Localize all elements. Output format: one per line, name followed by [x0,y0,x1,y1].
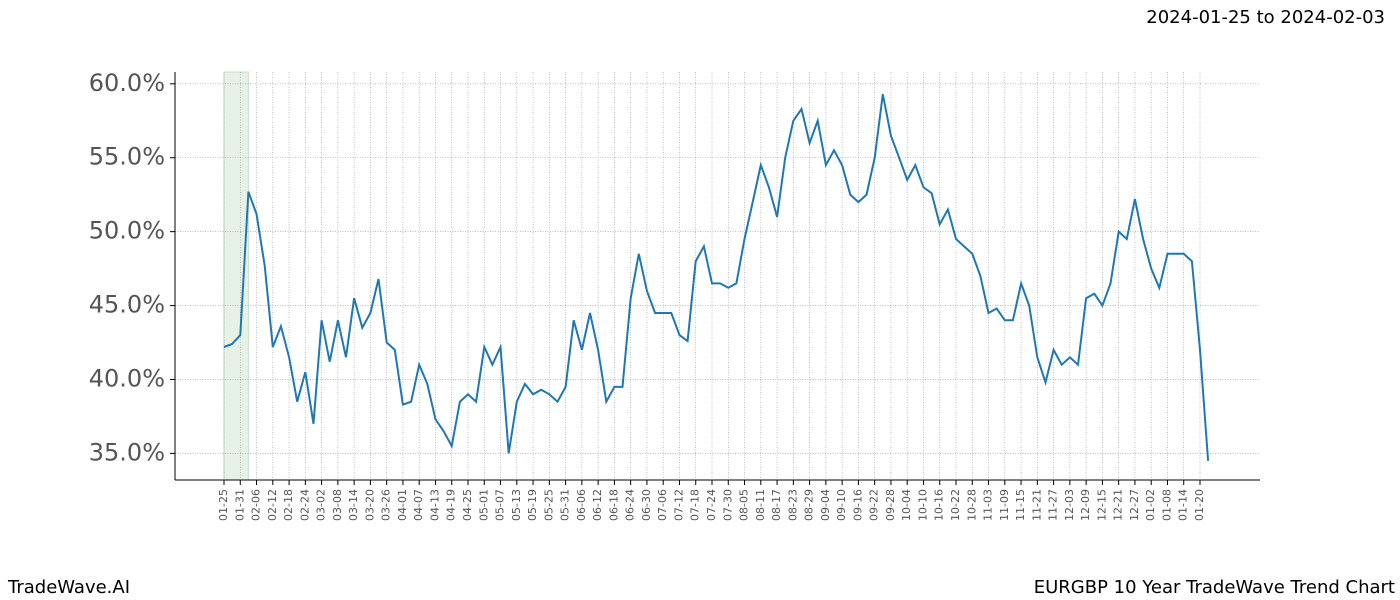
x-tick-label: 10-16 [933,489,946,521]
x-tick-label: 03-20 [363,489,376,521]
x-tick-label: 03-08 [331,489,344,521]
highlight-band [223,71,249,481]
x-tick-label: 05-19 [526,489,539,521]
x-tick-label: 06-06 [575,489,588,521]
y-tick-label: 45.0% [89,291,165,319]
x-tick-label: 12-09 [1079,489,1092,521]
y-tick-label: 40.0% [89,364,165,392]
x-tick-label: 07-30 [721,489,734,521]
x-tick-label: 07-06 [656,489,669,521]
x-tick-label: 07-24 [705,489,718,521]
x-tick-label: 03-02 [315,489,328,521]
x-tick-label: 05-31 [559,489,572,521]
x-tick-label: 12-27 [1128,489,1141,521]
x-tick-label: 08-17 [770,489,783,521]
x-tick-label: 10-10 [916,489,929,521]
x-tick-label: 06-18 [607,489,620,521]
y-tick-label: 60.0% [89,69,165,97]
x-tick-label: 02-12 [266,489,279,521]
x-tick-label: 11-21 [1030,489,1043,521]
y-tick-label: 50.0% [89,217,165,245]
x-tick-label: 05-13 [510,489,523,521]
x-tick-label: 10-22 [949,489,962,521]
y-tick-label: 35.0% [89,438,165,466]
x-tick-label: 09-10 [835,489,848,521]
x-tick-label: 07-18 [689,489,702,521]
x-tick-label: 09-28 [884,489,897,521]
x-tick-label: 11-09 [998,489,1011,521]
x-tick-label: 04-01 [396,489,409,521]
x-tick-label: 01-25 [217,489,230,521]
x-tick-label: 06-12 [591,489,604,521]
x-tick-label: 02-18 [282,489,295,521]
x-tick-label: 08-05 [738,489,751,521]
x-tick-label: 12-21 [1112,489,1125,521]
x-tick-label: 09-22 [868,489,881,521]
y-tick-label: 55.0% [89,143,165,171]
x-tick-label: 09-04 [819,489,832,521]
x-tick-label: 11-27 [1047,489,1060,521]
x-tick-label: 08-11 [754,489,767,521]
x-tick-label: 03-14 [347,489,360,521]
x-tick-label: 02-24 [298,489,311,521]
x-tick-label: 01-20 [1193,489,1206,521]
x-tick-label: 04-19 [445,489,458,521]
x-tick-label: 11-15 [1014,489,1027,521]
x-tick-label: 09-16 [851,489,864,521]
x-tick-label: 03-26 [380,489,393,521]
x-tick-label: 06-24 [624,489,637,521]
x-tick-label: 01-31 [233,489,246,521]
x-tick-label: 04-25 [461,489,474,521]
x-tick-label: 01-02 [1144,489,1157,521]
x-tick-label: 12-03 [1063,489,1076,521]
x-tick-label: 06-30 [640,489,653,521]
chart-caption: EURGBP 10 Year TradeWave Trend Chart [1034,577,1395,598]
x-tick-label: 02-06 [250,489,263,521]
chart-title: 2024-01-25 to 2024-02-03 [1146,7,1385,28]
x-tick-label: 05-25 [542,489,555,521]
x-tick-label: 01-14 [1177,489,1190,521]
x-tick-label: 08-29 [803,489,816,521]
x-tick-label: 12-15 [1095,489,1108,521]
x-tick-label: 10-04 [900,489,913,521]
x-tick-label: 07-12 [672,489,685,521]
line-series [223,94,1210,461]
x-tick-label: 05-01 [477,489,490,521]
x-tick-label: 04-07 [412,489,425,521]
x-tick-label: 04-13 [428,489,441,521]
x-tick-label: 08-23 [786,489,799,521]
x-tick-label: 10-28 [965,489,978,521]
brand: TradeWave.AI [7,577,130,598]
x-tick-label: 05-07 [494,489,507,521]
x-tick-label: 01-08 [1160,489,1173,521]
x-tick-label: 11-03 [982,489,995,521]
